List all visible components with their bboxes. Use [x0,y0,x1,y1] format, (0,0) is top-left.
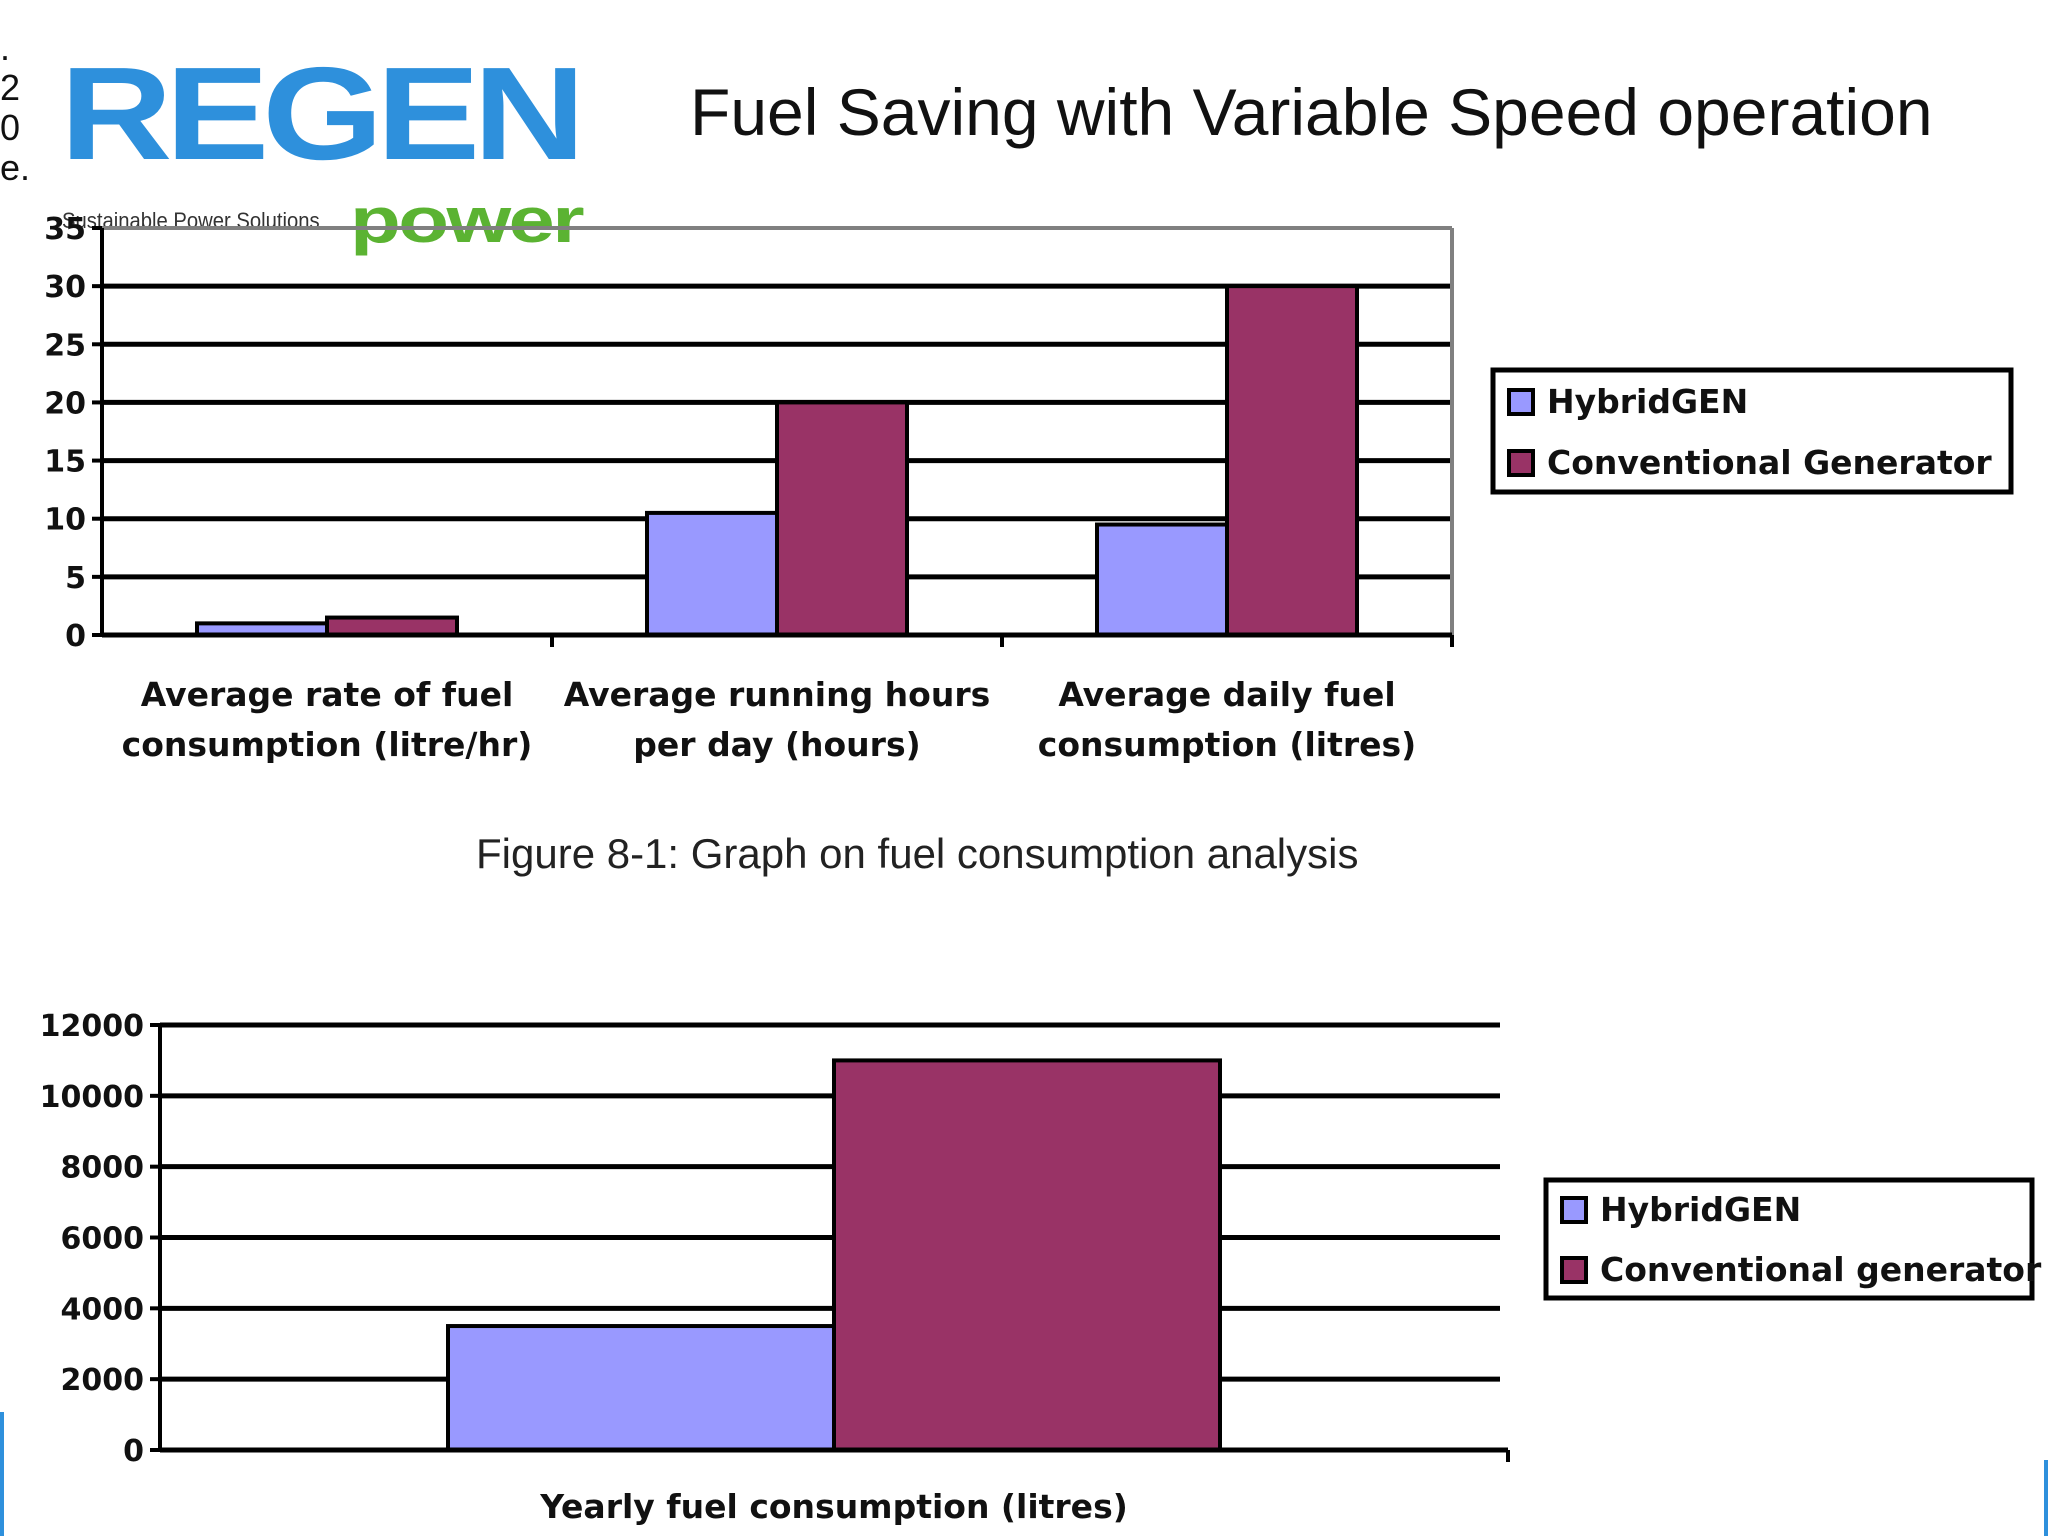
bar-conventional [775,400,909,637]
category-label: consumption (litres) [1038,725,1416,764]
logo-subword: power [350,184,585,256]
y-tick-label: 10 [44,503,86,538]
legend-box [1543,1177,2035,1301]
y-tick-label: 0 [123,1434,144,1469]
legend-swatch-conventional [1560,1256,1588,1284]
legend-label: Conventional generator [1600,1250,2042,1289]
y-tick-label: 6000 [61,1222,145,1257]
y-tick-label: 10000 [40,1080,144,1115]
bar-hybridgen [1095,522,1229,637]
fuel-analysis-bar-chart: 0 5 10 15 20 25 30 35 Average rate of fuel consum… [44,212,2014,764]
bar-conventional [832,1058,1222,1452]
category-label: consumption (litre/hr) [122,725,533,764]
y-tick-label: 0 [65,619,86,654]
legend-box [1490,367,2014,495]
y-tick-label: 35 [44,212,86,247]
edge-text-fragment: . 2 0 e. [0,28,30,188]
legend-swatch-hybridgen [1560,1196,1588,1224]
right-edge-bar [2044,1460,2048,1536]
left-edge-bar [0,1412,4,1536]
legend-label: HybridGEN [1600,1190,1801,1229]
y-tick-label: 12000 [40,1009,144,1044]
bar-hybridgen [446,1324,836,1452]
y-tick-label: 5 [65,561,86,596]
category-label: Average running hours [564,675,991,714]
logo-wordmark: REGEN [60,40,586,187]
y-tick-label: 15 [44,445,86,480]
category-label: Average rate of fuel [141,675,514,714]
y-tick-label: 20 [44,386,86,421]
legend-swatch-conventional [1507,449,1535,477]
legend-swatch-hybridgen [1507,388,1535,416]
y-tick-label: 4000 [61,1292,145,1327]
y-tick-label: 25 [44,328,86,363]
y-tick-label: 8000 [61,1151,145,1186]
category-label: per day (hours) [633,725,920,764]
legend-label: HybridGEN [1547,382,1748,421]
y-tick-label: 30 [44,270,86,305]
legend-label: Conventional Generator [1547,443,1992,482]
bar-hybridgen [645,510,779,638]
bar-conventional [1225,284,1359,637]
category-label: Average daily fuel [1058,675,1395,714]
page-title: Fuel Saving with Variable Speed operatio… [690,75,1933,149]
y-tick-label: 2000 [61,1363,145,1398]
category-label: Yearly fuel consumption (litres) [539,1487,1128,1526]
figure-caption: Figure 8-1: Graph on fuel consumption an… [476,830,1359,877]
